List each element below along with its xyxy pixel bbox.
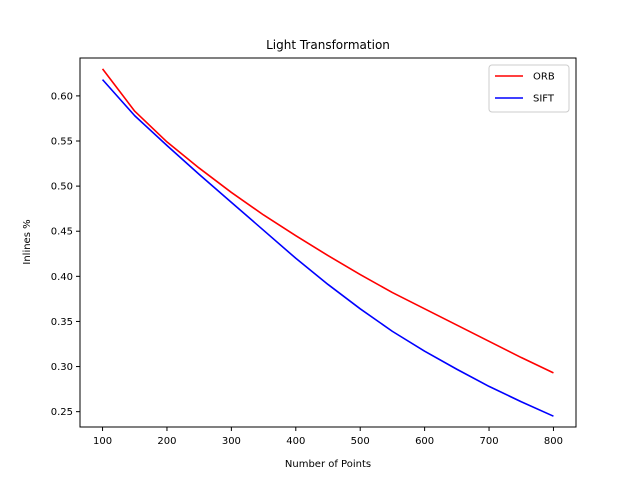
y-tick-label: 0.40 [51, 272, 73, 283]
y-tick-label: 0.35 [51, 317, 73, 328]
x-axis-label: Number of Points [285, 459, 371, 470]
series-line-orb [101, 68, 554, 374]
x-tick-label: 600 [415, 436, 434, 447]
x-tick-label: 500 [351, 436, 370, 447]
y-tick-label: 0.60 [51, 91, 73, 102]
x-tick-label: 300 [222, 436, 241, 447]
y-axis-label: Inlines % [22, 219, 33, 264]
y-tick-label: 0.50 [51, 182, 73, 193]
series-lines [101, 68, 554, 417]
chart-title: Light Transformation [266, 38, 390, 52]
plot-area [80, 58, 576, 427]
y-tick-label: 0.55 [51, 137, 73, 148]
x-tick-label: 200 [157, 436, 176, 447]
x-tick-label: 100 [93, 436, 112, 447]
axis-ticks: 100 200 300 400 500 600 700 800 0.25 0.30 0.35 0.40… [51, 91, 563, 447]
y-tick-label: 0.45 [51, 227, 73, 238]
series-line-sift [101, 79, 554, 417]
y-tick-label: 0.30 [51, 362, 73, 373]
x-tick-label: 700 [479, 436, 498, 447]
legend-label-sift: SIFT [533, 94, 555, 105]
legend-box [488, 64, 570, 113]
y-tick-label: 0.25 [51, 407, 73, 418]
plot-frame [79, 57, 577, 428]
legend-label-orb: ORB [533, 72, 555, 83]
legend: ORB SIFT [488, 64, 570, 113]
x-tick-label: 800 [544, 436, 563, 447]
x-tick-label: 400 [286, 436, 305, 447]
